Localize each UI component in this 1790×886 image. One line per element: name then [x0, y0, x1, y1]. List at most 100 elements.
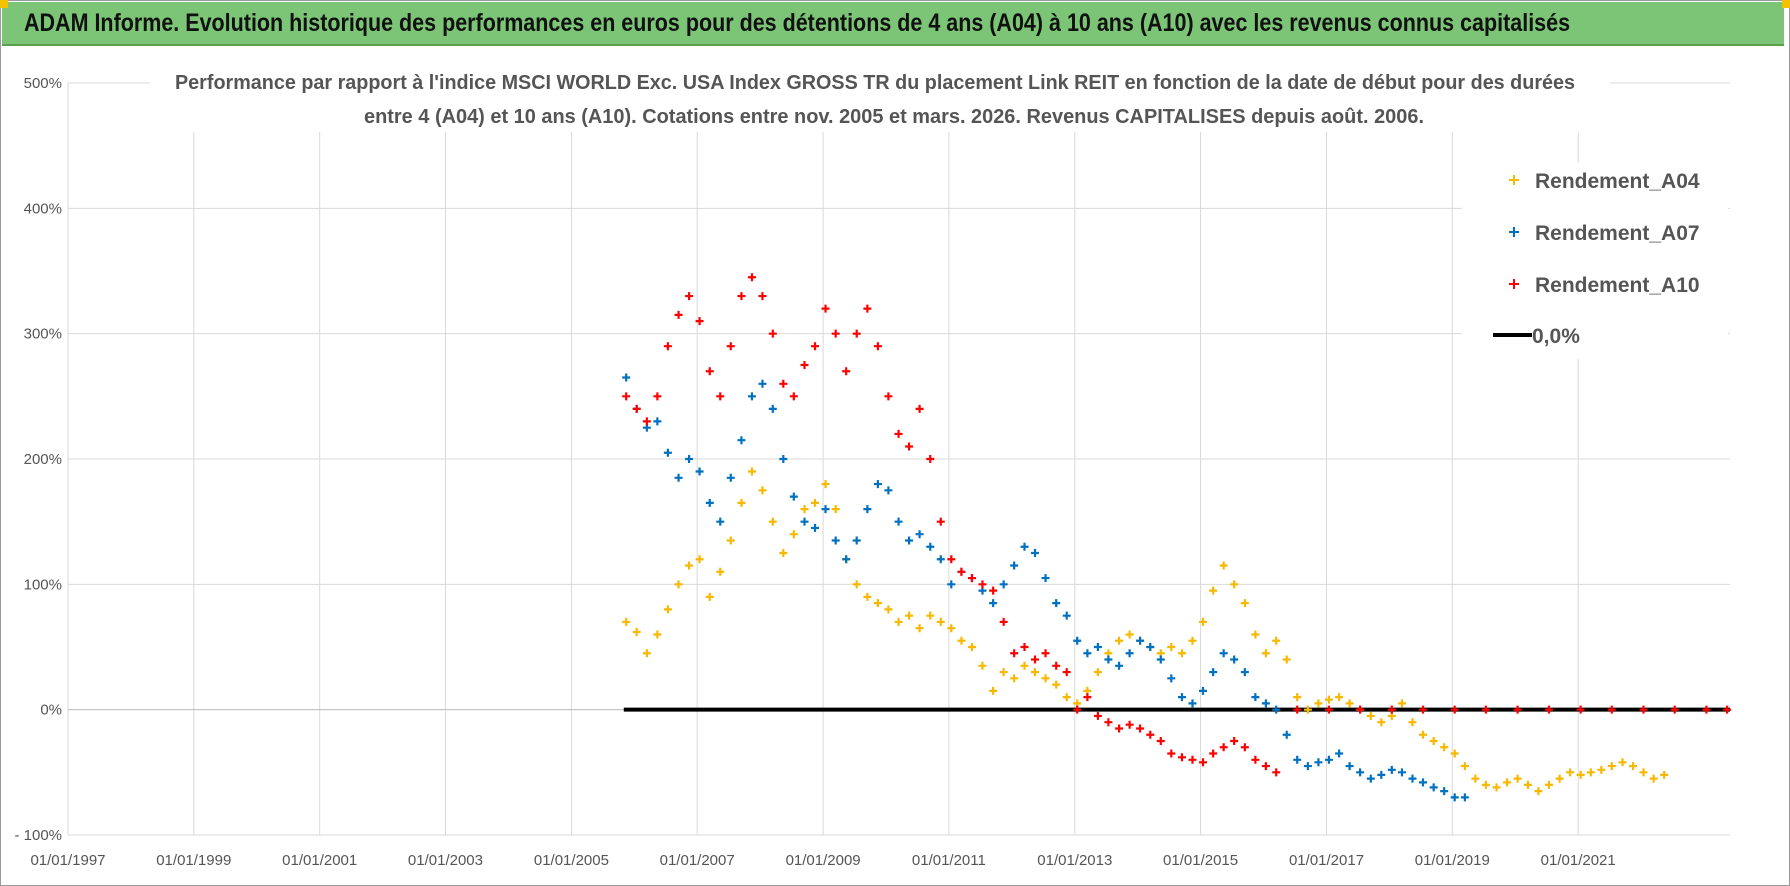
data-point — [1314, 699, 1323, 708]
data-point — [811, 523, 820, 532]
data-point — [758, 292, 767, 301]
data-point — [1031, 668, 1040, 677]
x-tick-label: 01/01/2015 — [1163, 852, 1238, 869]
data-point — [831, 505, 840, 514]
legend: Rendement_A04 Rendement_A07 Rendement_A10 0… — [1493, 170, 1700, 348]
data-point — [685, 561, 694, 570]
data-point — [1146, 643, 1155, 651]
data-point — [1555, 774, 1564, 783]
data-point — [1198, 686, 1207, 695]
data-point — [685, 455, 694, 463]
data-point — [1073, 705, 1082, 714]
data-point — [884, 605, 893, 614]
data-point — [1125, 720, 1134, 729]
data-point — [905, 536, 914, 545]
y-axis-tick-labels: - 100% 0% 100% 200% 300% 400% 500% — [14, 75, 62, 844]
legend-label: Rendement_A07 — [1535, 222, 1700, 245]
data-point — [967, 574, 976, 583]
data-point — [1209, 668, 1218, 677]
data-point — [1177, 753, 1186, 762]
data-point — [957, 636, 966, 645]
chart-title-line-2: entre 4 (A04) et 10 ans (A10). Cotations… — [364, 106, 1424, 128]
data-point — [747, 467, 756, 476]
data-point — [1513, 774, 1522, 783]
data-point — [1366, 711, 1375, 720]
data-point — [873, 599, 882, 608]
data-point — [1356, 705, 1365, 714]
data-point — [800, 505, 809, 514]
data-point — [1387, 705, 1396, 714]
data-point — [737, 292, 746, 301]
data-point — [831, 536, 840, 545]
data-point — [1041, 674, 1050, 683]
data-point — [1324, 705, 1333, 714]
data-point — [663, 342, 672, 351]
data-point — [1093, 643, 1102, 651]
data-point — [1293, 693, 1302, 702]
data-point — [1031, 655, 1040, 664]
data-point — [852, 329, 861, 338]
data-point — [1293, 755, 1302, 764]
data-point — [1397, 768, 1406, 777]
data-point — [1062, 693, 1071, 702]
legend-swatch-rendement_a07 — [1509, 227, 1519, 237]
data-point — [1639, 705, 1648, 714]
data-point — [1198, 758, 1207, 767]
data-point — [1219, 743, 1228, 752]
data-point — [1450, 705, 1459, 714]
data-point — [1513, 705, 1522, 714]
data-point — [1586, 768, 1595, 777]
data-point — [1471, 774, 1480, 783]
data-point — [1597, 765, 1606, 774]
data-point — [1156, 737, 1165, 745]
x-tick-label: 01/01/2007 — [660, 852, 735, 869]
data-point — [967, 643, 976, 651]
data-point — [1020, 661, 1029, 670]
data-point — [1670, 705, 1679, 714]
x-tick-label: 01/01/1999 — [156, 852, 231, 869]
data-point — [1607, 762, 1616, 771]
data-point — [1167, 643, 1176, 651]
data-point — [800, 517, 809, 526]
data-point — [1251, 693, 1260, 702]
data-point — [622, 617, 631, 626]
data-point — [716, 392, 725, 401]
data-point — [1177, 649, 1186, 658]
data-point — [1115, 636, 1124, 645]
legend-label: Rendement_A10 — [1535, 274, 1700, 297]
data-point — [789, 392, 798, 401]
chart-title-box — [150, 70, 1610, 132]
corner-accent-right — [1782, 0, 1790, 8]
data-point — [663, 605, 672, 614]
data-point — [852, 536, 861, 545]
data-point — [1167, 749, 1176, 758]
data-point — [1146, 730, 1155, 739]
data-point — [1261, 699, 1270, 708]
data-point — [1408, 774, 1417, 783]
data-point — [821, 480, 830, 489]
data-point — [726, 473, 735, 482]
data-point — [999, 580, 1008, 589]
data-point — [1481, 780, 1490, 789]
data-point — [1544, 780, 1553, 789]
data-point — [1629, 762, 1638, 771]
data-point — [1303, 705, 1312, 714]
y-tick-label: 300% — [24, 326, 62, 343]
data-point — [1261, 762, 1270, 771]
data-point — [653, 630, 662, 639]
y-tick-label: 400% — [24, 200, 62, 217]
data-point — [747, 392, 756, 401]
data-point — [1303, 762, 1312, 771]
data-point — [779, 455, 788, 463]
data-point — [705, 592, 714, 601]
data-point — [1418, 730, 1427, 739]
data-point — [1408, 718, 1417, 727]
data-point — [1460, 793, 1469, 802]
data-point — [821, 304, 830, 313]
data-point — [936, 617, 945, 626]
data-point — [674, 310, 683, 319]
data-point — [947, 580, 956, 589]
data-point — [863, 304, 872, 313]
data-point — [989, 586, 998, 595]
data-points — [622, 273, 1732, 802]
